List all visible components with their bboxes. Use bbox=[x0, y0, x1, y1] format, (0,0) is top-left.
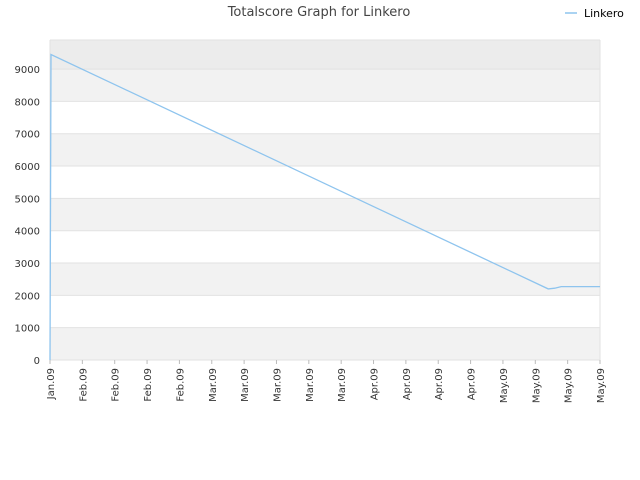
legend: Linkero bbox=[565, 7, 624, 20]
y-tick-label: 7000 bbox=[15, 130, 40, 141]
y-tick-label: 5000 bbox=[15, 194, 40, 205]
x-tick-label: Jan.09 bbox=[46, 368, 57, 400]
y-tick-label: 1000 bbox=[15, 324, 40, 335]
x-tick-label: Feb.09 bbox=[78, 368, 89, 402]
y-tick-label: 9000 bbox=[15, 65, 40, 76]
y-tick-label: 2000 bbox=[15, 291, 40, 302]
x-tick-label: Mar.09 bbox=[272, 368, 283, 402]
x-tick-label: Apr.09 bbox=[467, 368, 478, 400]
y-tick-label: 3000 bbox=[15, 259, 40, 270]
series-line-linkero bbox=[49, 53, 600, 361]
plot-band bbox=[50, 166, 600, 199]
x-tick-label: May.09 bbox=[499, 368, 510, 403]
plot-band bbox=[50, 40, 600, 70]
plot-band bbox=[50, 101, 600, 134]
y-tick-label: 0 bbox=[34, 356, 40, 367]
plot-band bbox=[50, 198, 600, 231]
x-tick-label: Mar.09 bbox=[240, 368, 251, 402]
x-axis: Jan.09 Feb.09 Feb.09 Feb.09 Feb.09 Mar.09 Mar.… bbox=[46, 360, 607, 403]
y-tick-label: 4000 bbox=[15, 227, 40, 238]
plot-band bbox=[50, 263, 600, 296]
x-tick-label: Mar.09 bbox=[337, 368, 348, 402]
x-tick-label: Apr.09 bbox=[434, 368, 445, 400]
x-tick-label: May.09 bbox=[596, 368, 607, 403]
legend-label-linkero: Linkero bbox=[584, 7, 624, 20]
plot-bands bbox=[49, 39, 601, 361]
plot-band bbox=[50, 69, 600, 102]
x-tick-label: Mar.09 bbox=[305, 368, 316, 402]
y-tick-label: 6000 bbox=[15, 162, 40, 173]
series-group bbox=[49, 53, 600, 361]
y-tick-label: 8000 bbox=[15, 97, 40, 108]
chart-title: Totalscore Graph for Linkero bbox=[227, 5, 411, 20]
x-tick-label: May.09 bbox=[531, 368, 542, 403]
x-tick-label: Apr.09 bbox=[370, 368, 381, 400]
plot-band bbox=[50, 230, 600, 264]
plot-band bbox=[50, 295, 600, 328]
x-tick-label: Feb.09 bbox=[175, 368, 186, 402]
y-axis: 0 1000 2000 3000 4000 5000 6000 7000 8000 9000 bbox=[15, 65, 40, 367]
x-tick-label: Feb.09 bbox=[143, 368, 154, 402]
x-tick-label: May.09 bbox=[564, 368, 575, 403]
plot-band bbox=[50, 327, 600, 360]
x-tick-label: Feb.09 bbox=[111, 368, 122, 402]
x-tick-label: Mar.09 bbox=[208, 368, 219, 402]
plot-band bbox=[50, 133, 600, 167]
x-tick-label: Apr.09 bbox=[402, 368, 413, 400]
